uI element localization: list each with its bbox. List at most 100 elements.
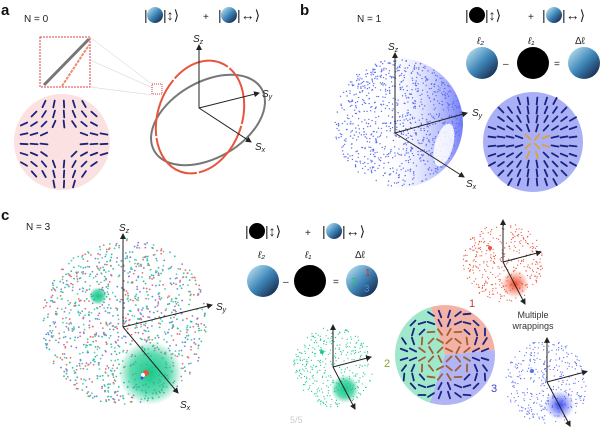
sphere-point <box>62 281 65 284</box>
sphere-point <box>59 280 62 283</box>
sphere-point <box>404 67 406 69</box>
sphere-point <box>44 299 46 301</box>
sphere-point <box>481 251 483 253</box>
sphere-point <box>190 339 193 341</box>
sphere-point <box>108 328 111 331</box>
sphere-point <box>128 275 130 278</box>
sphere-point <box>440 166 442 168</box>
sphere-point <box>388 101 390 104</box>
sphere-point <box>71 330 74 332</box>
sphere-point <box>571 352 573 355</box>
sphere-point <box>425 143 427 146</box>
sphere-point <box>493 252 495 254</box>
sphere-point <box>177 267 180 270</box>
sphere-point <box>157 336 160 339</box>
sphere-point <box>316 342 318 344</box>
sphere-point <box>510 231 512 233</box>
sphere-point <box>182 272 185 275</box>
sphere-point <box>375 116 377 119</box>
sphere-point <box>558 380 560 383</box>
polarization-ellipse <box>462 384 472 388</box>
polarization-ellipse <box>497 161 505 167</box>
sphere-point <box>548 350 550 352</box>
sphere-point <box>108 312 111 314</box>
sphere-point <box>529 347 531 349</box>
sphere-point <box>429 120 431 122</box>
sphere-point <box>434 123 437 125</box>
polarization-ellipse <box>535 177 539 187</box>
sphere-point <box>517 235 519 237</box>
sphere-point <box>162 250 165 253</box>
polarization-ellipse <box>497 106 505 114</box>
sphere-point <box>529 417 531 419</box>
sphere-point <box>61 353 64 355</box>
sphere-point <box>531 269 534 271</box>
sphere-point <box>119 395 122 398</box>
sphere-point <box>371 171 373 174</box>
sphere-point <box>355 106 358 109</box>
sphere-point <box>535 263 537 265</box>
sphere-point <box>509 248 511 250</box>
polarization-ellipse <box>428 346 434 354</box>
sphere-point <box>126 328 129 330</box>
sphere-point <box>402 179 404 181</box>
sphere-point <box>143 243 146 245</box>
sphere-point <box>328 375 330 377</box>
sphere-point <box>305 380 307 382</box>
sphere-point <box>531 393 533 395</box>
sphere-point <box>96 273 99 276</box>
sphere-point <box>366 94 368 97</box>
sphere-point <box>116 327 119 330</box>
sphere-point <box>441 82 443 84</box>
sphere-point <box>151 284 154 287</box>
sphere-point <box>69 337 72 340</box>
sphere-point <box>81 389 84 391</box>
sphere-point <box>105 342 108 345</box>
sphere-point <box>360 134 363 136</box>
sphere-point <box>89 273 92 276</box>
sphere-point <box>343 156 345 158</box>
sphere-point <box>338 129 340 132</box>
sphere-point <box>367 352 369 354</box>
sphere-point <box>484 283 486 285</box>
sphere-point <box>153 253 156 256</box>
sphere-point <box>60 308 63 311</box>
sphere-point <box>136 285 139 288</box>
sphere-point <box>429 100 432 102</box>
sphere-point <box>353 84 355 86</box>
sphere-point <box>99 267 102 269</box>
sphere-point <box>189 326 192 329</box>
sphere-point <box>414 121 417 124</box>
sphere-point <box>524 416 526 418</box>
sphere-point <box>75 368 78 371</box>
sphere-point <box>524 239 527 242</box>
sphere-point <box>375 138 377 140</box>
sphere-point <box>523 294 526 296</box>
sphere-point <box>427 95 429 97</box>
sphere-point <box>320 403 322 405</box>
sphere-point <box>508 245 511 248</box>
sphere-point <box>543 385 545 387</box>
sphere-point <box>486 249 488 252</box>
sphere-point <box>481 284 484 287</box>
sphere-point <box>340 372 342 374</box>
sphere-point <box>83 300 86 302</box>
sphere-point <box>96 377 99 380</box>
sphere-point <box>397 103 399 105</box>
sphere-point <box>370 146 372 149</box>
polarization-ellipse <box>559 152 569 158</box>
sphere-point <box>84 365 87 367</box>
sphere-point <box>319 335 321 337</box>
sphere-point <box>558 358 560 360</box>
sphere-point <box>536 413 538 415</box>
axis-sx: Sx <box>466 179 477 191</box>
sphere-point <box>361 146 363 149</box>
polarization-ellipse <box>514 134 524 140</box>
sphere-point <box>401 114 404 116</box>
sphere-point <box>65 368 67 371</box>
sphere-point <box>371 119 373 122</box>
polarization-ellipse <box>525 123 531 133</box>
sphere-point <box>146 339 149 341</box>
sphere-point <box>54 321 57 324</box>
sphere-point <box>411 135 413 137</box>
